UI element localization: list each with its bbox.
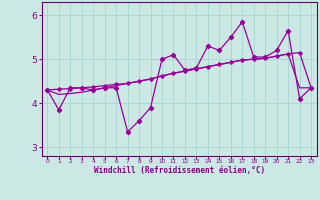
X-axis label: Windchill (Refroidissement éolien,°C): Windchill (Refroidissement éolien,°C) [94, 166, 265, 175]
